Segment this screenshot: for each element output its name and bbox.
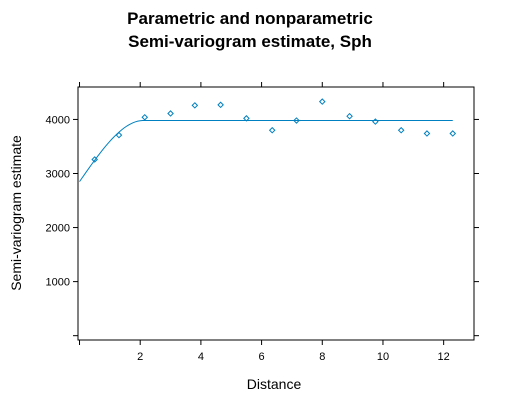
data-point-12 [397,126,405,134]
data-point-2 [141,113,149,121]
y-tick-label-0: 1000 [46,277,70,289]
chart-title-line-1: Parametric and nonparametric [127,9,373,28]
x-tick-label-0: 2 [137,351,143,363]
x-tick-label-5: 12 [438,351,450,363]
x-axis-label: Distance [247,376,302,392]
chart-title-line-2: Semi-variogram estimate, Sph [128,32,372,51]
data-point-7 [268,126,276,134]
data-point-10 [346,112,353,120]
x-tick-label-2: 6 [259,351,265,363]
data-point-13 [423,130,431,137]
data-point-14 [449,130,457,137]
data-point-6 [243,115,250,122]
y-tick-label-2: 3000 [46,168,70,180]
x-tick-label-1: 4 [198,351,204,363]
x-tick-label-3: 8 [319,351,325,363]
data-point-3 [167,110,174,117]
data-point-9 [318,98,326,105]
data-point-8 [293,117,300,124]
data-point-0 [91,156,98,163]
data-point-4 [191,102,199,109]
x-tick-label-4: 10 [377,351,389,363]
data-point-1 [115,131,123,139]
plot-frame [77,86,475,341]
data-point-5 [217,101,224,109]
fitted-model-line [79,120,453,182]
y-tick-label-3: 4000 [46,114,70,126]
plot-marks [79,98,457,182]
axis-ticks: 2 4 6 8 10 12 1000 2000 3000 4000 [46,82,479,363]
data-point-11 [372,118,379,125]
y-tick-label-1: 2000 [46,223,70,235]
y-axis-label: Semi-variogram estimate [8,135,24,291]
